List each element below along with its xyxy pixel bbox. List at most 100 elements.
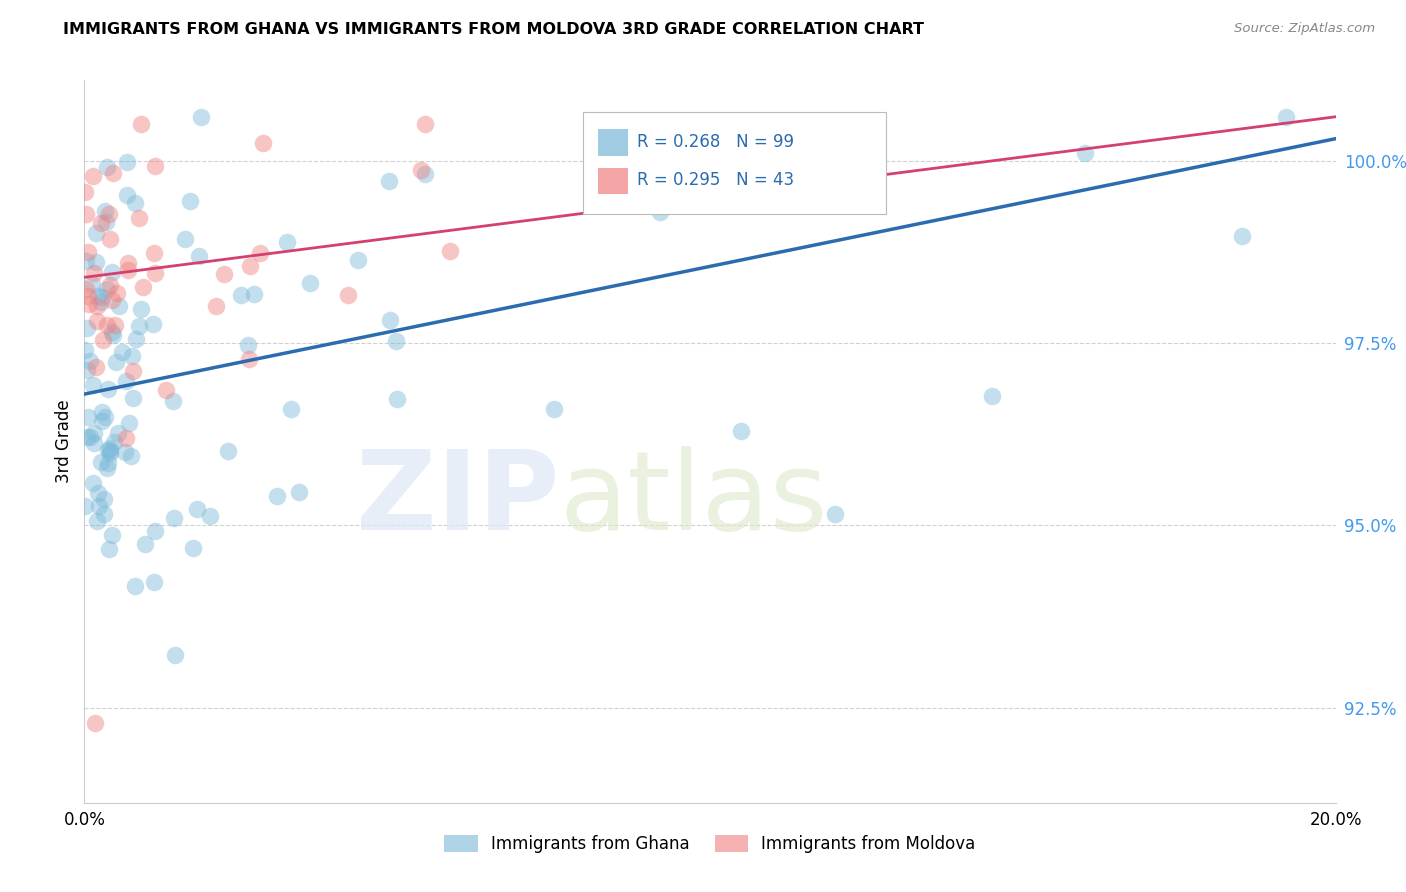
Point: [98, 278, 121, 293]
Point: [83, 266, 105, 280]
Point: [217, 444, 239, 458]
Point: [378, 174, 401, 188]
Text: ZIP: ZIP: [357, 446, 560, 553]
Point: [90, 414, 112, 428]
Text: atlas: atlas: [560, 446, 828, 553]
Point: [252, 136, 274, 150]
Point: [87, 486, 110, 500]
Point: [115, 154, 138, 169]
Point: [87, 499, 110, 513]
Point: [142, 317, 165, 331]
Point: [411, 162, 433, 177]
Point: [83, 425, 105, 440]
Point: [96, 460, 118, 475]
Point: [84, 359, 107, 374]
Point: [1230, 228, 1253, 243]
Point: [105, 355, 128, 369]
Point: [181, 541, 204, 556]
Point: [97, 541, 120, 556]
Point: [76, 430, 98, 444]
Point: [121, 391, 143, 405]
Point: [280, 402, 302, 417]
Point: [75, 282, 97, 296]
Point: [385, 334, 408, 349]
Point: [111, 344, 134, 359]
Point: [84, 254, 107, 268]
Point: [91, 291, 114, 305]
Legend: Immigrants from Ghana, Immigrants from Moldova: Immigrants from Ghana, Immigrants from M…: [437, 828, 983, 860]
Point: [97, 382, 120, 396]
Point: [347, 252, 370, 267]
Point: [125, 332, 148, 346]
Point: [413, 167, 436, 181]
Point: [104, 318, 127, 333]
Point: [105, 286, 128, 301]
Point: [83, 436, 105, 450]
Text: IMMIGRANTS FROM GHANA VS IMMIGRANTS FROM MOLDOVA 3RD GRADE CORRELATION CHART: IMMIGRANTS FROM GHANA VS IMMIGRANTS FROM…: [63, 22, 924, 37]
Point: [117, 262, 139, 277]
Point: [121, 364, 143, 378]
Point: [96, 160, 118, 174]
Point: [101, 528, 124, 542]
Point: [96, 281, 118, 295]
Point: [86, 226, 108, 240]
Point: [276, 235, 298, 249]
Point: [97, 207, 120, 221]
Point: [101, 265, 124, 279]
Point: [299, 276, 322, 290]
Point: [98, 443, 121, 458]
Point: [90, 216, 112, 230]
Point: [86, 314, 108, 328]
Point: [93, 492, 115, 507]
Point: [648, 205, 671, 219]
Point: [120, 449, 142, 463]
Point: [103, 328, 125, 343]
Point: [129, 301, 152, 316]
Point: [103, 435, 125, 450]
Point: [75, 185, 97, 199]
Point: [82, 378, 104, 392]
Point: [163, 648, 186, 663]
Point: [179, 194, 201, 208]
Point: [94, 215, 117, 229]
Point: [114, 432, 136, 446]
Point: [143, 245, 166, 260]
Point: [117, 256, 139, 270]
Point: [730, 424, 752, 438]
Point: [163, 510, 186, 524]
Point: [86, 299, 108, 313]
Point: [82, 169, 104, 184]
Point: [143, 266, 166, 280]
Point: [75, 343, 97, 357]
Point: [98, 232, 121, 246]
Point: [439, 244, 461, 258]
Point: [543, 402, 565, 417]
Point: [187, 250, 209, 264]
Point: [101, 166, 124, 180]
Point: [155, 383, 177, 397]
Point: [229, 288, 252, 302]
Point: [143, 159, 166, 173]
Point: [94, 204, 117, 219]
Point: [79, 297, 101, 311]
Point: [107, 426, 129, 441]
Point: [124, 196, 146, 211]
Point: [115, 375, 138, 389]
Text: R = 0.295   N = 43: R = 0.295 N = 43: [637, 171, 794, 189]
Point: [114, 445, 136, 459]
Point: [198, 508, 221, 523]
Point: [337, 288, 360, 302]
Point: [413, 117, 436, 131]
Point: [75, 207, 97, 221]
Point: [90, 295, 112, 310]
Point: [266, 489, 288, 503]
Point: [100, 293, 122, 307]
Point: [108, 299, 131, 313]
Point: [129, 117, 152, 131]
Point: [238, 351, 260, 366]
Y-axis label: 3rd Grade: 3rd Grade: [55, 400, 73, 483]
Point: [162, 393, 184, 408]
Point: [76, 289, 98, 303]
Point: [132, 280, 155, 294]
Point: [97, 456, 120, 470]
